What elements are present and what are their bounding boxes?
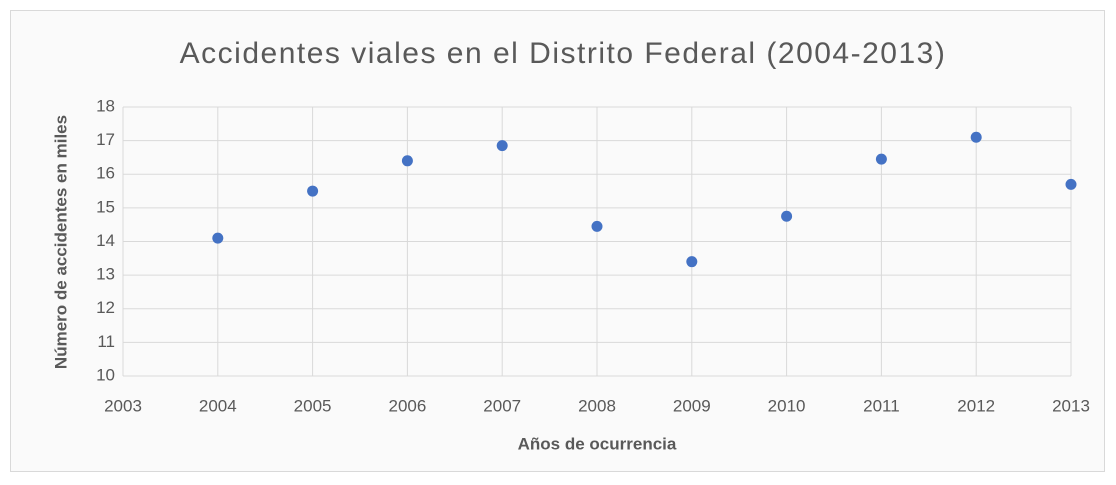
- x-tick-label: 2003: [104, 396, 142, 415]
- x-tick-label: 2006: [388, 396, 426, 415]
- y-tick-label: 15: [96, 197, 115, 216]
- point: [875, 153, 887, 165]
- x-tick-label: 2007: [483, 396, 521, 415]
- x-tick-label: 2010: [768, 396, 806, 415]
- y-tick-label: 14: [96, 231, 115, 250]
- point: [591, 220, 603, 232]
- point: [496, 140, 508, 152]
- y-tick-label: 11: [97, 332, 115, 351]
- y-tick-label: 13: [96, 265, 115, 284]
- point: [686, 256, 698, 268]
- x-tick-label: 2012: [957, 396, 995, 415]
- x-tick-label: 2011: [863, 396, 900, 415]
- y-tick-label: 17: [96, 130, 115, 149]
- y-axis-label: Número de accidentes en miles: [51, 115, 70, 369]
- chart-title: Accidentes viales en el Distrito Federal…: [180, 37, 947, 70]
- y-tick-label: 12: [96, 298, 115, 317]
- x-axis-label: Años de ocurrencia: [518, 434, 677, 453]
- x-tick-label: 2004: [199, 396, 237, 415]
- x-tick-label: 2008: [578, 396, 616, 415]
- y-tick-label: 10: [96, 365, 115, 384]
- point: [307, 185, 319, 197]
- point: [401, 155, 413, 167]
- y-tick-label: 16: [96, 164, 115, 183]
- point: [781, 210, 793, 222]
- point: [212, 232, 224, 244]
- x-tick-label: 2009: [673, 396, 711, 415]
- point: [1065, 178, 1077, 190]
- x-tick-label: 2005: [294, 396, 332, 415]
- point: [970, 131, 982, 143]
- x-tick-label: 2013: [1052, 396, 1090, 415]
- y-tick-label: 18: [96, 96, 115, 115]
